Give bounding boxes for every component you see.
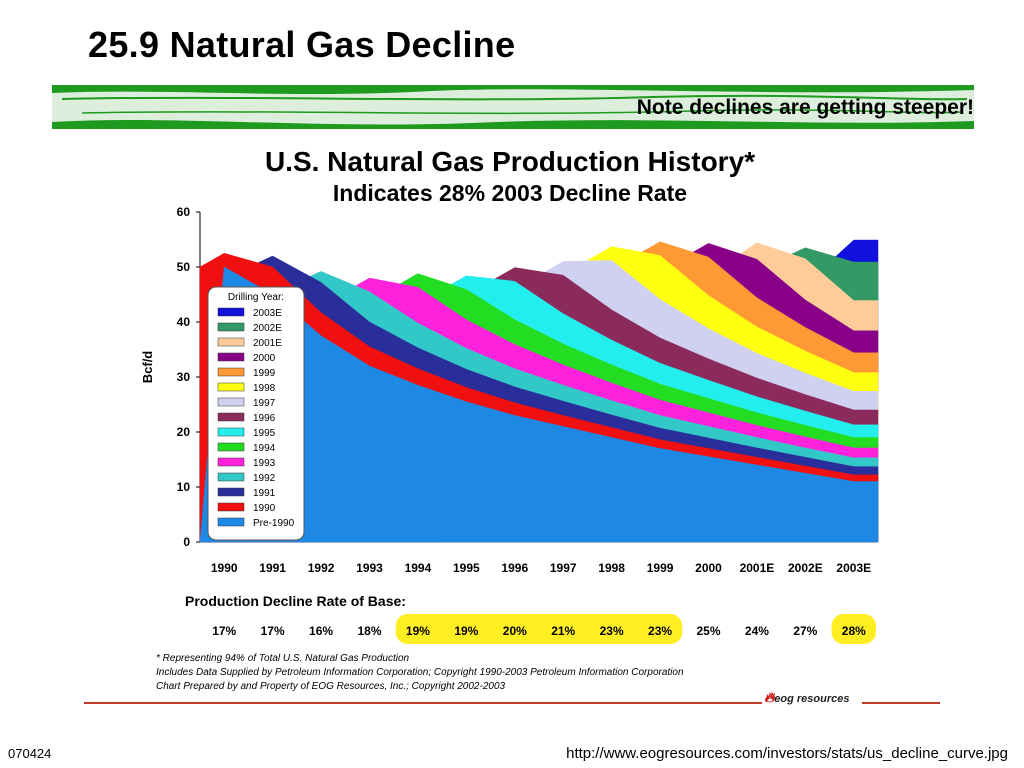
eog-logo: 🔥︎eog resources (764, 689, 849, 706)
x-tick-label: 2002E (788, 561, 823, 575)
slide-title: 25.9 Natural Gas Decline (88, 24, 516, 65)
y-tick-label: 0 (183, 535, 190, 549)
legend-swatch (217, 367, 245, 377)
x-tick-label: 1998 (598, 561, 625, 575)
decline-highlight (831, 614, 876, 644)
slide-number: 070424 (8, 746, 52, 761)
decline-rate-value: 23% (600, 624, 624, 638)
legend-swatch (217, 457, 245, 467)
y-tick-label: 40 (177, 315, 191, 329)
legend-swatch (217, 442, 245, 452)
legend-swatch (217, 337, 245, 347)
chart-title-block: U.S. Natural Gas Production History* Ind… (150, 145, 870, 207)
footer-rule-right (862, 702, 940, 704)
footnotes: * Representing 94% of Total U.S. Natural… (156, 652, 684, 694)
x-tick-label: 1991 (259, 561, 286, 575)
legend-label: 2000 (253, 353, 276, 364)
green-banner: Note declines are getting steeper! (52, 85, 974, 129)
legend-swatch (217, 412, 245, 422)
legend-label: 1992 (253, 473, 276, 484)
decline-rate-value: 19% (454, 624, 478, 638)
y-axis-label: Bcf/d (140, 351, 155, 384)
x-tick-label: 1994 (405, 561, 432, 575)
legend-label: 1993 (253, 458, 276, 469)
footnote: Includes Data Supplied by Petroleum Info… (156, 667, 684, 678)
footnote: * Representing 94% of Total U.S. Natural… (156, 653, 410, 664)
legend-swatch (217, 382, 245, 392)
x-tick-label: 1999 (647, 561, 674, 575)
source-url[interactable]: http://www.eogresources.com/investors/st… (566, 745, 1008, 762)
y-tick-label: 10 (177, 480, 191, 494)
decline-rate-value: 17% (212, 624, 236, 638)
banner-text: Note declines are getting steeper! (636, 96, 974, 119)
legend-label: 1991 (253, 488, 276, 499)
chart-title: U.S. Natural Gas Production History* (264, 146, 756, 177)
legend-label: 1995 (253, 428, 276, 439)
x-tick-label: 1992 (308, 561, 335, 575)
flame-icon: 🔥︎ (764, 689, 775, 705)
x-tick-label: 2001E (740, 561, 775, 575)
legend-swatch (217, 472, 245, 482)
decline-rate-value: 16% (309, 624, 333, 638)
decline-rate-label: Production Decline Rate of Base: (185, 593, 406, 609)
legend-swatch (217, 487, 245, 497)
decline-rate-value: 28% (842, 624, 866, 638)
decline-highlight (395, 614, 683, 644)
legend-swatch (217, 307, 245, 317)
legend-swatch (217, 397, 245, 407)
decline-rate-value: 23% (648, 624, 672, 638)
x-tick-label: 1993 (356, 561, 383, 575)
logo-text: eog resources (774, 693, 850, 705)
y-tick-label: 50 (177, 260, 191, 274)
legend-label: 1997 (253, 398, 276, 409)
legend-label: Pre-1990 (253, 518, 295, 529)
legend-title: Drilling Year: (228, 292, 284, 303)
y-tick-label: 30 (177, 370, 191, 384)
x-tick-label: 1990 (211, 561, 238, 575)
legend-label: 1996 (253, 413, 276, 424)
legend-swatch (217, 502, 245, 512)
x-tick-label: 1997 (550, 561, 577, 575)
chart-subtitle: Indicates 28% 2003 Decline Rate (332, 180, 688, 206)
decline-rate-value: 19% (406, 624, 430, 638)
legend-label: 1994 (253, 443, 276, 454)
decline-rate-value: 27% (793, 624, 817, 638)
series-area-pre-1990 (199, 266, 879, 543)
legend-label: 2003E (253, 308, 282, 319)
x-tick-label: 2003E (836, 561, 871, 575)
legend-swatch (217, 322, 245, 332)
y-tick-label: 60 (177, 205, 191, 219)
legend-label: 2002E (253, 323, 282, 334)
legend-swatch (217, 352, 245, 362)
x-tick-label: 1996 (501, 561, 528, 575)
legend-label: 1990 (253, 503, 276, 514)
decline-rate-value: 20% (503, 624, 527, 638)
decline-rate-value: 24% (745, 624, 769, 638)
footer-rule-left (84, 702, 762, 704)
y-tick-label: 20 (177, 425, 191, 439)
legend-label: 1999 (253, 368, 276, 379)
x-tick-label: 1995 (453, 561, 480, 575)
decline-rate-value: 25% (696, 624, 720, 638)
legend-swatch (217, 427, 245, 437)
decline-rate-value: 21% (551, 624, 575, 638)
legend-label: 2001E (253, 338, 282, 349)
footnote: Chart Prepared by and Property of EOG Re… (156, 681, 506, 692)
x-tick-label: 2000 (695, 561, 722, 575)
banner-brush-stroke (52, 89, 974, 125)
legend-label: 1998 (253, 383, 276, 394)
decline-rate-value: 17% (261, 624, 285, 638)
legend-swatch (217, 517, 245, 527)
decline-rate-value: 18% (357, 624, 381, 638)
